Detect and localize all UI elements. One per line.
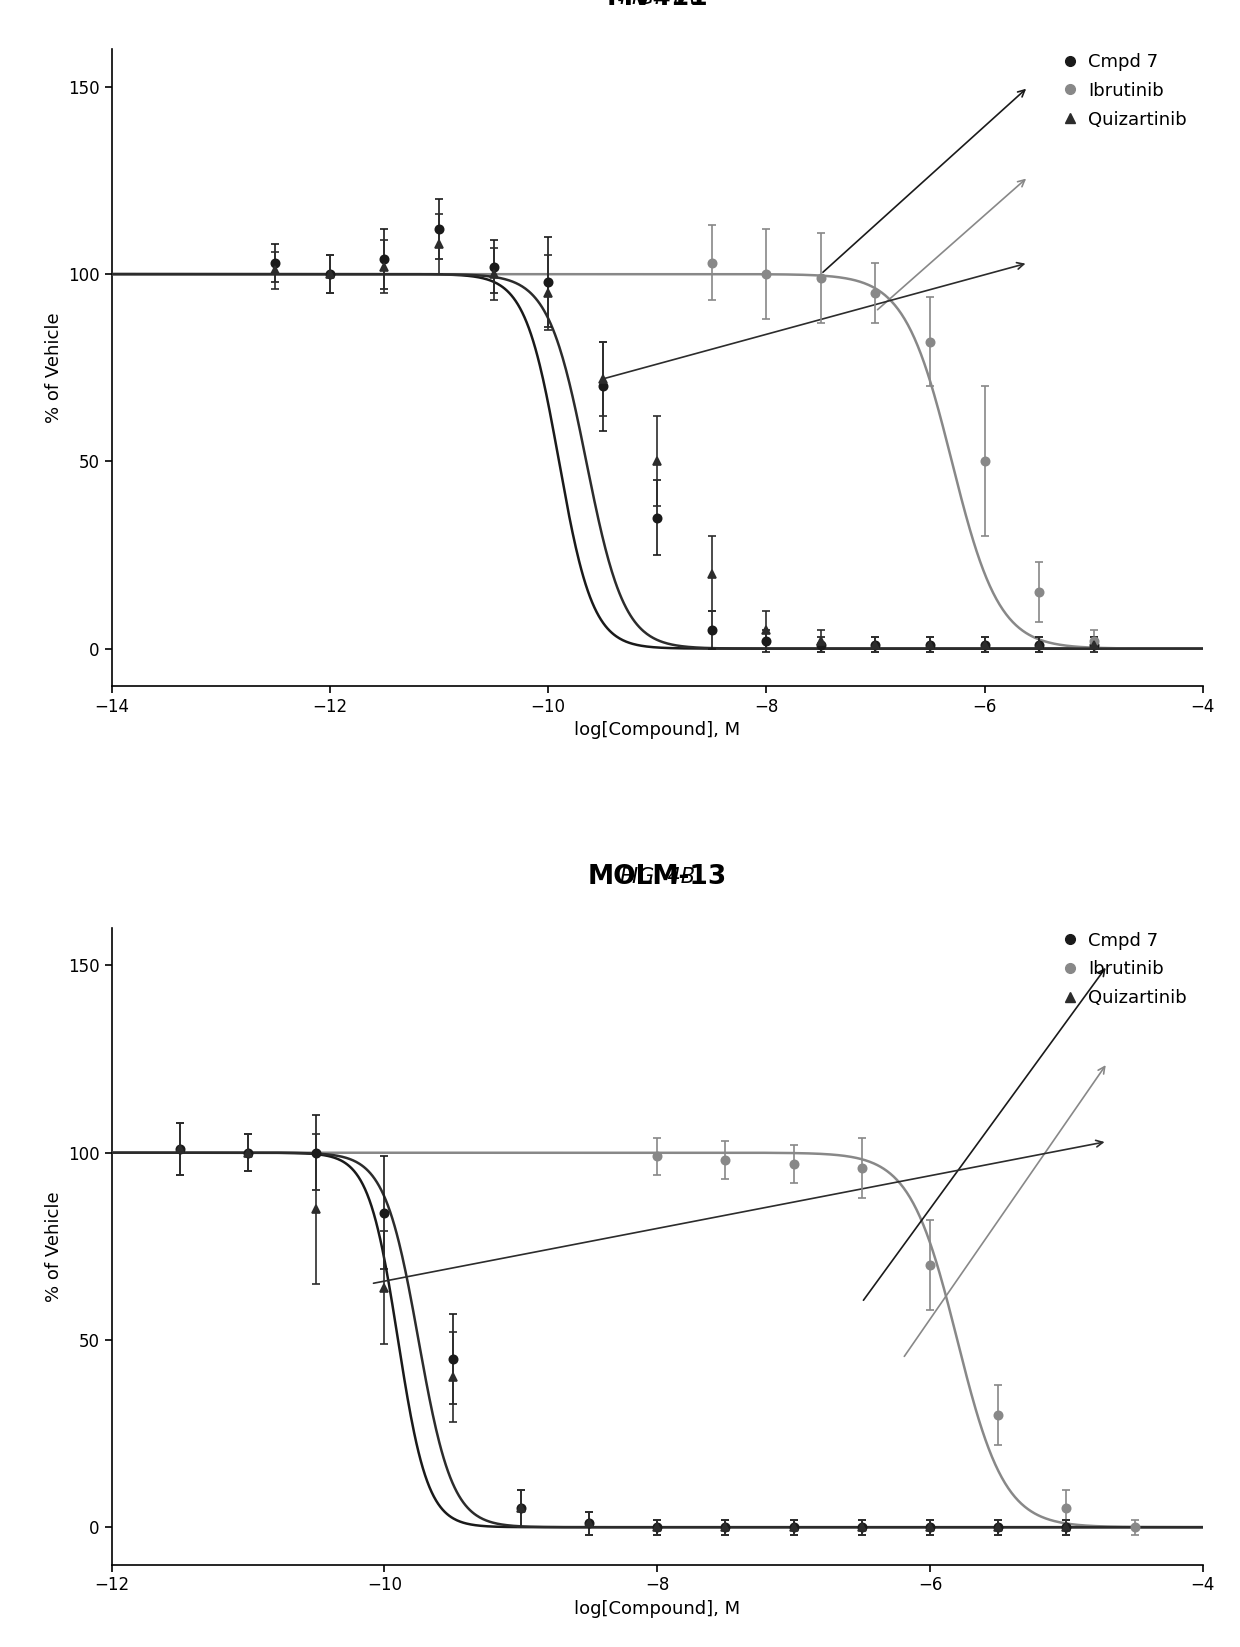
Text: FIG. 4B: FIG. 4B bbox=[620, 866, 694, 886]
Title: MV411: MV411 bbox=[606, 0, 708, 12]
X-axis label: log[Compound], M: log[Compound], M bbox=[574, 721, 740, 740]
Title: MOLM-13: MOLM-13 bbox=[588, 863, 727, 889]
Legend: Cmpd 7, Ibrutinib, Quizartinib: Cmpd 7, Ibrutinib, Quizartinib bbox=[1054, 46, 1194, 135]
Text: FIG. 4A: FIG. 4A bbox=[620, 0, 694, 8]
Legend: Cmpd 7, Ibrutinib, Quizartinib: Cmpd 7, Ibrutinib, Quizartinib bbox=[1054, 924, 1194, 1015]
Y-axis label: % of Vehicle: % of Vehicle bbox=[45, 313, 62, 423]
Y-axis label: % of Vehicle: % of Vehicle bbox=[45, 1191, 62, 1301]
X-axis label: log[Compound], M: log[Compound], M bbox=[574, 1599, 740, 1617]
